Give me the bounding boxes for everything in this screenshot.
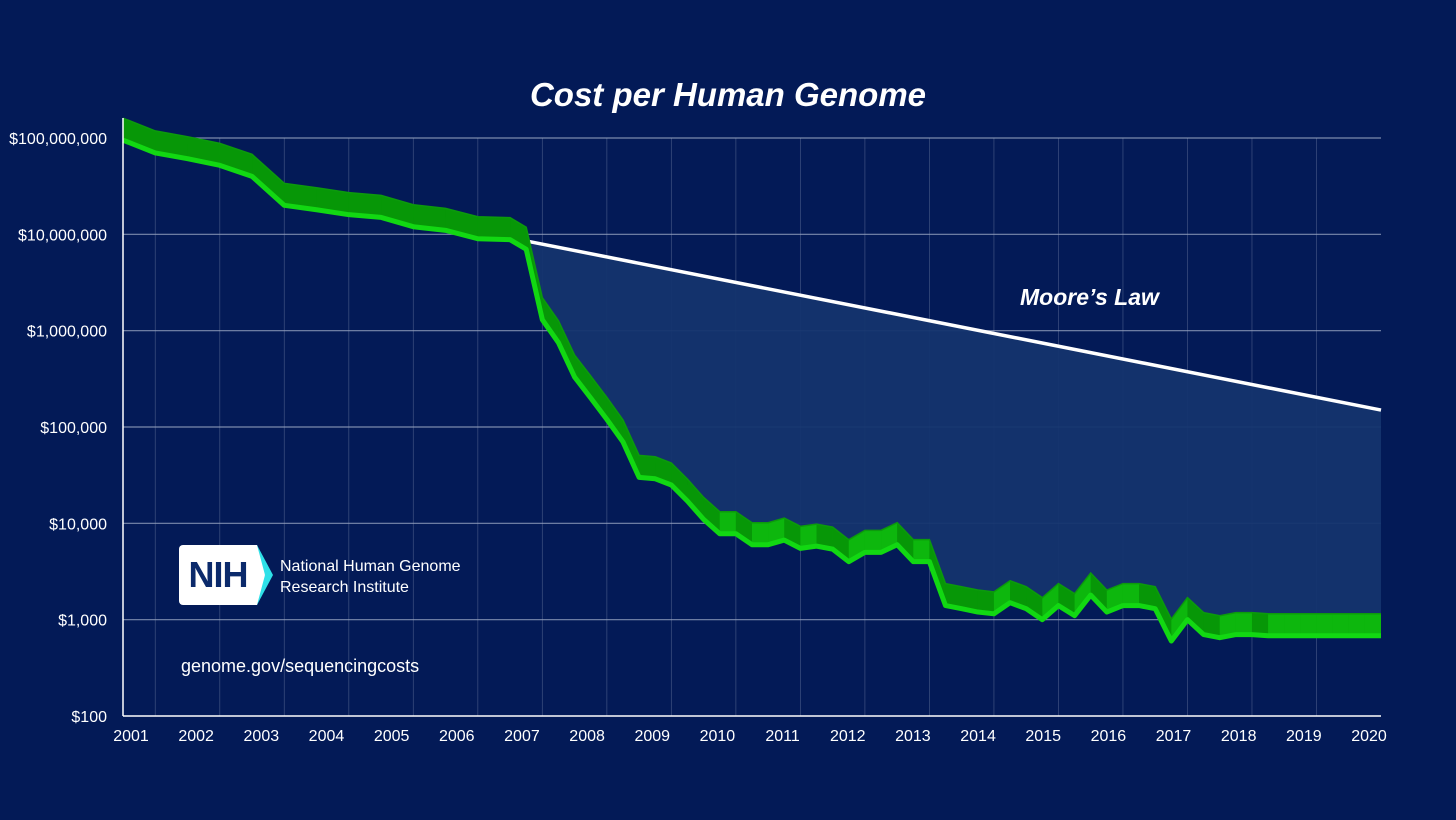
x-tick-label: 2003 [244, 728, 280, 745]
genome-band-segment [1235, 612, 1252, 635]
genome-band-segment [752, 522, 769, 545]
genome-band-segment [1251, 612, 1269, 636]
genome-band-segment [768, 518, 785, 545]
genome-band-top-edge [122, 117, 1381, 621]
genome-band-segment [864, 530, 882, 553]
genome-band-segment [1090, 573, 1107, 613]
genome-band-segment [284, 183, 317, 210]
x-tick-label: 2016 [1091, 728, 1127, 745]
genome-band-segment [1122, 583, 1140, 606]
x-tick-label: 2002 [178, 728, 214, 745]
y-tick-label: $10,000,000 [18, 227, 107, 244]
x-tick-label: 2020 [1351, 728, 1387, 745]
genome-band-segment [687, 479, 704, 520]
y-tick-label: $100,000,000 [9, 131, 107, 148]
chart-title: Cost per Human Genome [529, 76, 927, 113]
nih-org-line-1: National Human Genome [280, 558, 461, 575]
nih-org-line-2: Research Institute [280, 579, 409, 596]
genome-band-segment [606, 397, 623, 442]
genome-band-segment [1364, 613, 1381, 636]
genome-band-segment [1284, 613, 1301, 636]
genome-band-segment [993, 580, 1011, 614]
genome-band-segment [1074, 573, 1091, 616]
nih-wordmark: NIH [179, 545, 257, 605]
x-axis-ticks: 2001 2002 2003 2004 2005 2006 2007 2008 2009 2010… [113, 728, 1387, 745]
y-tick-label: $100,000 [40, 420, 107, 437]
genome-band-segment [1203, 612, 1220, 638]
x-tick-label: 2015 [1025, 728, 1061, 745]
genome-band-segment [1348, 613, 1365, 636]
genome-band-segment [816, 524, 833, 550]
genome-band-segment [961, 586, 978, 613]
genome-band-segment [1042, 583, 1059, 620]
x-tick-label: 2019 [1286, 728, 1322, 745]
genome-band-segment [719, 511, 736, 534]
y-tick-label: $1,000 [58, 613, 107, 630]
genome-band-segment [252, 154, 285, 206]
x-tick-label: 2008 [569, 728, 605, 745]
genome-band-segment [977, 590, 994, 614]
genome-band-segment [155, 130, 188, 159]
genome-band-segment [897, 522, 914, 562]
axes [122, 118, 1381, 717]
genome-band-segment [1187, 597, 1204, 635]
x-tick-label: 2001 [113, 728, 149, 745]
x-tick-label: 2014 [960, 728, 996, 745]
genome-band-segment [832, 527, 849, 562]
genome-band-segment [1219, 612, 1236, 638]
source-url: genome.gov/sequencingcosts [181, 656, 420, 676]
y-tick-label: $100 [71, 709, 107, 726]
genome-band-segment [1268, 613, 1285, 636]
x-tick-label: 2005 [374, 728, 410, 745]
x-tick-label: 2010 [700, 728, 736, 745]
genome-band-segment [671, 462, 688, 502]
genome-band-segment [1300, 613, 1317, 636]
genome-band-segment [1332, 613, 1349, 636]
genome-band-segment [1139, 583, 1156, 609]
genome-band-segment [1316, 613, 1333, 636]
genome-band-segment [1171, 597, 1188, 642]
nih-chevron-icon [249, 545, 273, 605]
x-tick-label: 2017 [1156, 728, 1192, 745]
genome-band-segment [913, 539, 930, 562]
moore-gap-fill [510, 237, 1382, 642]
moore-gap-area [510, 237, 1382, 642]
genome-cost-line [122, 137, 1381, 644]
genome-band-segment [945, 583, 962, 609]
x-tick-label: 2012 [830, 728, 866, 745]
x-tick-label: 2011 [765, 728, 800, 745]
genome-band-segment [574, 355, 591, 399]
moore-law-label: Moore’s Law [1020, 284, 1159, 310]
genome-band-segment [590, 376, 607, 420]
x-tick-label: 2007 [504, 728, 540, 745]
x-tick-label: 2018 [1221, 728, 1257, 745]
genome-band-segment [413, 204, 446, 231]
y-axis-ticks: $100 $1,000 $10,000 $100,000 $1,000,000 $10,0… [9, 131, 107, 726]
genome-band-segment [800, 524, 817, 549]
genome-band-segment [542, 297, 559, 343]
genome-cost-series [122, 117, 1381, 644]
y-tick-label: $10,000 [49, 516, 107, 533]
genome-band-segment [316, 187, 349, 215]
x-tick-label: 2006 [439, 728, 475, 745]
x-tick-label: 2009 [634, 728, 670, 745]
genome-band-segment [123, 118, 156, 153]
x-tick-label: 2004 [309, 728, 345, 745]
x-tick-label: 2013 [895, 728, 931, 745]
genome-band-segment [348, 192, 382, 218]
y-tick-label: $1,000,000 [27, 324, 107, 341]
nih-logo: NIH [179, 545, 274, 605]
genome-band-segment [639, 455, 656, 479]
nih-org-name: National Human Genome Research Institute [280, 556, 461, 598]
genome-band-segment [477, 216, 511, 240]
genome-band-segment [703, 497, 720, 534]
